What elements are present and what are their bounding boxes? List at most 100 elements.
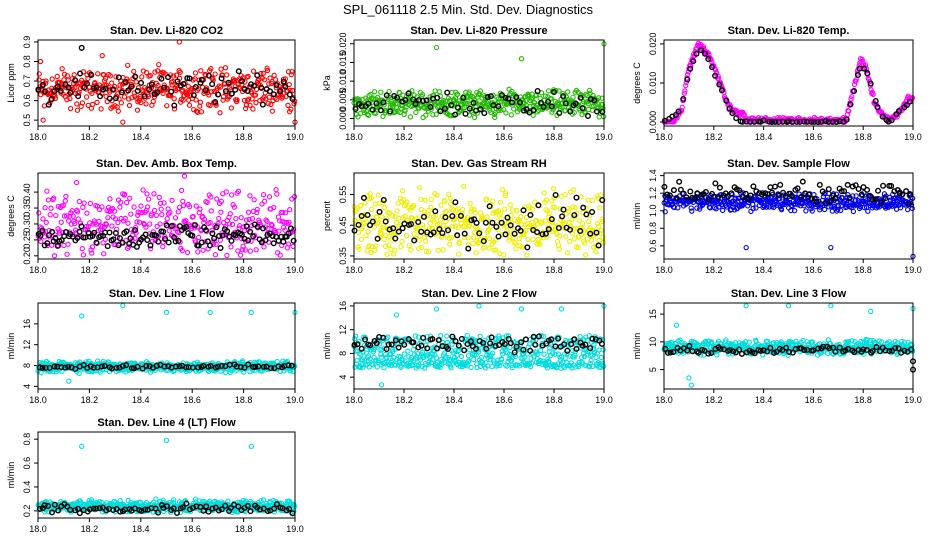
y-tick-label: 0.020 [338, 32, 348, 55]
data-point [505, 95, 512, 102]
data-point [448, 102, 455, 109]
data-point [91, 229, 98, 236]
data-point [819, 188, 826, 195]
x-tick-label: 18.2 [705, 395, 723, 405]
data-point [402, 97, 409, 104]
data-point [684, 76, 691, 83]
data-point [712, 72, 719, 79]
data-point [216, 232, 223, 239]
data-point [486, 235, 493, 242]
data-point [187, 203, 193, 210]
data-point [867, 80, 874, 87]
x-tick-label: 18.8 [854, 395, 872, 405]
data-point [235, 68, 242, 75]
data-point [577, 94, 584, 101]
outlier-point [248, 309, 254, 316]
data-point [449, 213, 456, 220]
x-tick-label: 18.6 [495, 265, 513, 275]
data-point [572, 100, 579, 107]
data-point [122, 215, 128, 222]
data-point [150, 98, 156, 105]
data-point [720, 207, 726, 214]
data-point [197, 206, 203, 212]
data-point [160, 228, 167, 235]
data-point [89, 90, 95, 97]
data-point [249, 216, 256, 222]
data-point [498, 219, 505, 226]
data-point [354, 341, 361, 348]
data-point [128, 83, 135, 90]
data-point [548, 96, 555, 102]
data-point [473, 99, 479, 106]
data-point [170, 73, 177, 79]
data-point [537, 347, 544, 354]
y-tick-label: 4 [338, 375, 348, 380]
data-point [858, 191, 865, 198]
data-point [844, 181, 851, 188]
data-point [356, 219, 363, 225]
panel-3: Stan. Dev. Li-820 Temp.degrees C18.0 18.2… [632, 25, 922, 142]
data-point [527, 347, 534, 354]
data-point [421, 208, 427, 214]
x-tick-label: 18.0 [345, 265, 363, 275]
data-point [195, 242, 202, 249]
data-point [146, 86, 153, 93]
data-point [211, 88, 217, 95]
data-point [425, 249, 432, 255]
data-point [247, 193, 253, 199]
y-tick-label: 0.35 [22, 199, 32, 217]
data-point [486, 245, 492, 251]
data-point [116, 96, 122, 102]
data-point [155, 238, 162, 245]
data-point [534, 88, 541, 95]
data-point [679, 104, 685, 110]
data-point [43, 219, 49, 226]
data-point [383, 215, 390, 221]
data-point [139, 209, 145, 216]
data-point [186, 102, 193, 108]
data-point [455, 224, 461, 231]
data-point [489, 198, 496, 204]
data-point [540, 103, 547, 110]
data-point [849, 94, 855, 100]
y-tick-label: 8 [338, 351, 348, 356]
data-point [162, 235, 169, 242]
data-point [238, 77, 245, 84]
data-point [193, 108, 200, 114]
data-point [243, 102, 250, 108]
data-point [394, 94, 401, 101]
data-point [247, 248, 254, 254]
data-point [772, 183, 779, 190]
x-tick-label: 19.0 [904, 395, 922, 405]
data-point [529, 95, 536, 101]
data-point [291, 101, 297, 107]
data-point [483, 196, 490, 202]
data-point [382, 205, 388, 211]
data-point [198, 239, 205, 246]
data-point [585, 197, 591, 203]
data-point [79, 100, 86, 106]
data-point [280, 209, 286, 216]
data-point [134, 219, 140, 225]
data-point [380, 196, 387, 203]
data-point [110, 86, 117, 93]
panel-title: Stan. Dev. Gas Stream RH [411, 158, 547, 170]
data-point [89, 250, 95, 256]
data-point [440, 222, 447, 229]
data-point [855, 185, 862, 192]
data-point [906, 98, 913, 105]
data-point [407, 114, 414, 120]
data-point [274, 96, 280, 103]
y-tick-label: 0.015 [338, 51, 348, 74]
data-point [596, 237, 602, 244]
data-point [156, 61, 162, 68]
data-point [415, 219, 422, 226]
data-point [760, 117, 767, 124]
data-point [519, 244, 525, 250]
data-point [405, 348, 411, 354]
data-point [153, 212, 160, 218]
y-tick-label: 0.6 [22, 94, 32, 107]
data-point [89, 101, 96, 108]
data-point [75, 93, 82, 100]
data-point [801, 118, 808, 125]
